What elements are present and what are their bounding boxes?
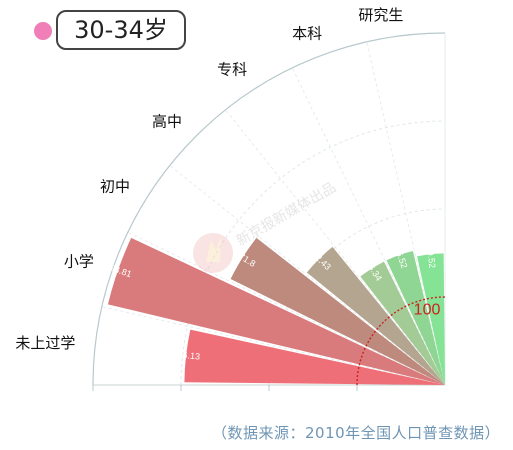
category-label-2: 小学 bbox=[64, 253, 94, 271]
age-group-badge: 30-34岁 bbox=[56, 10, 186, 50]
grid-spoke bbox=[225, 109, 446, 386]
category-labels: 未上过学 小学 初中 高中 专科 本科 研究生 bbox=[15, 6, 403, 352]
reference-arc: 100 bbox=[356, 296, 446, 386]
bar-7 bbox=[417, 253, 445, 385]
category-label-3: 初中 bbox=[100, 178, 130, 196]
grid-ring bbox=[180, 120, 446, 386]
grid-spoke bbox=[127, 231, 446, 386]
watermark-flame bbox=[206, 236, 221, 262]
value-label-7: 149.52 bbox=[424, 240, 437, 268]
grid-spoke bbox=[366, 41, 446, 386]
grid-ring bbox=[92, 32, 446, 386]
category-label-6: 本科 bbox=[292, 24, 322, 42]
reference-label: 100 bbox=[414, 302, 441, 319]
grid-spoke bbox=[101, 306, 446, 386]
bar-3 bbox=[230, 237, 445, 385]
category-label-4: 高中 bbox=[152, 112, 182, 130]
bar-4 bbox=[306, 246, 445, 385]
value-label-1: 296.13 bbox=[172, 349, 200, 362]
watermark-logo bbox=[193, 233, 233, 273]
legend-marker bbox=[34, 22, 52, 40]
bars bbox=[107, 237, 445, 385]
category-label-5: 专科 bbox=[217, 61, 247, 79]
watermark-text: 新京报新媒体出品 bbox=[234, 179, 339, 249]
reference-arc-line bbox=[356, 296, 446, 386]
category-label-1: 未上过学 bbox=[15, 334, 75, 352]
source-note: （数据来源：2010年全国人口普查数据） bbox=[212, 424, 501, 442]
grid-spoke bbox=[291, 67, 446, 386]
grid-spoke bbox=[169, 165, 446, 386]
category-label-7: 研究生 bbox=[358, 6, 403, 24]
bar-1 bbox=[184, 329, 445, 385]
bar-2 bbox=[107, 237, 445, 385]
bar-5 bbox=[360, 261, 445, 385]
bar-6 bbox=[386, 251, 445, 385]
